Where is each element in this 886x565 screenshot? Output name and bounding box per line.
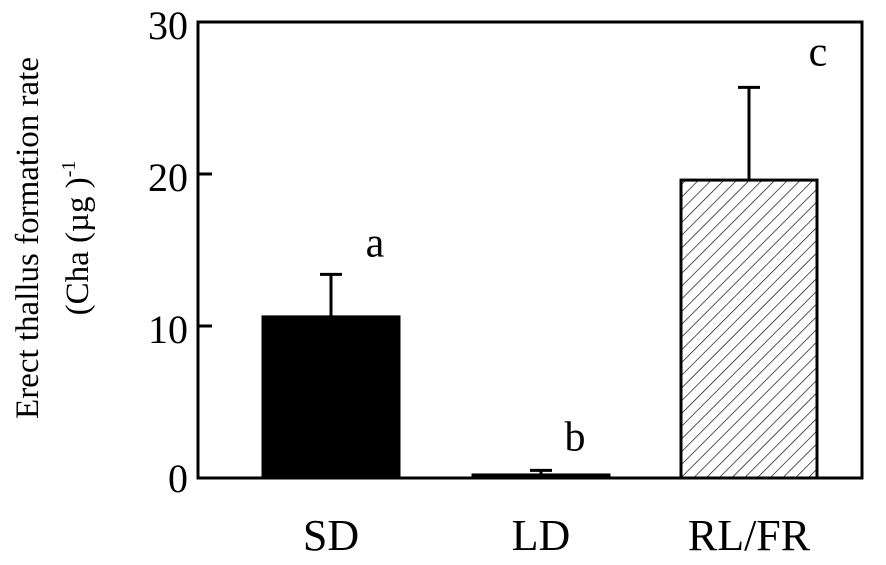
y-ticks: 0 10 20 30 (148, 3, 188, 501)
x-tick-label-ld: LD (512, 511, 571, 560)
significance-letter-ld: b (565, 414, 586, 460)
bar-sd (261, 315, 401, 480)
y-tick-label-30: 30 (148, 3, 188, 48)
plot-frame (196, 20, 864, 480)
y-axis-label-line1: Erect thallus formation rate (10, 57, 46, 419)
y-axis-label-line2-text: (Cha (µg ) (60, 177, 96, 315)
x-tick-label-sd: SD (303, 511, 359, 560)
significance-letter-sd: a (366, 220, 385, 266)
y-tick-label-10: 10 (148, 307, 188, 352)
significance-letter-rlfr: c (809, 29, 828, 75)
x-tick-label-rlfr: RL/FR (688, 511, 811, 560)
y-axis-label-line2: (Cha (µg )-1 (58, 161, 96, 316)
y-tick-label-0: 0 (168, 456, 188, 501)
y-tick-label-20: 20 (148, 155, 188, 200)
bar-rlfr (679, 178, 819, 480)
bars-layer: a b c (261, 29, 828, 480)
y-axis-label-superscript: -1 (58, 161, 80, 178)
